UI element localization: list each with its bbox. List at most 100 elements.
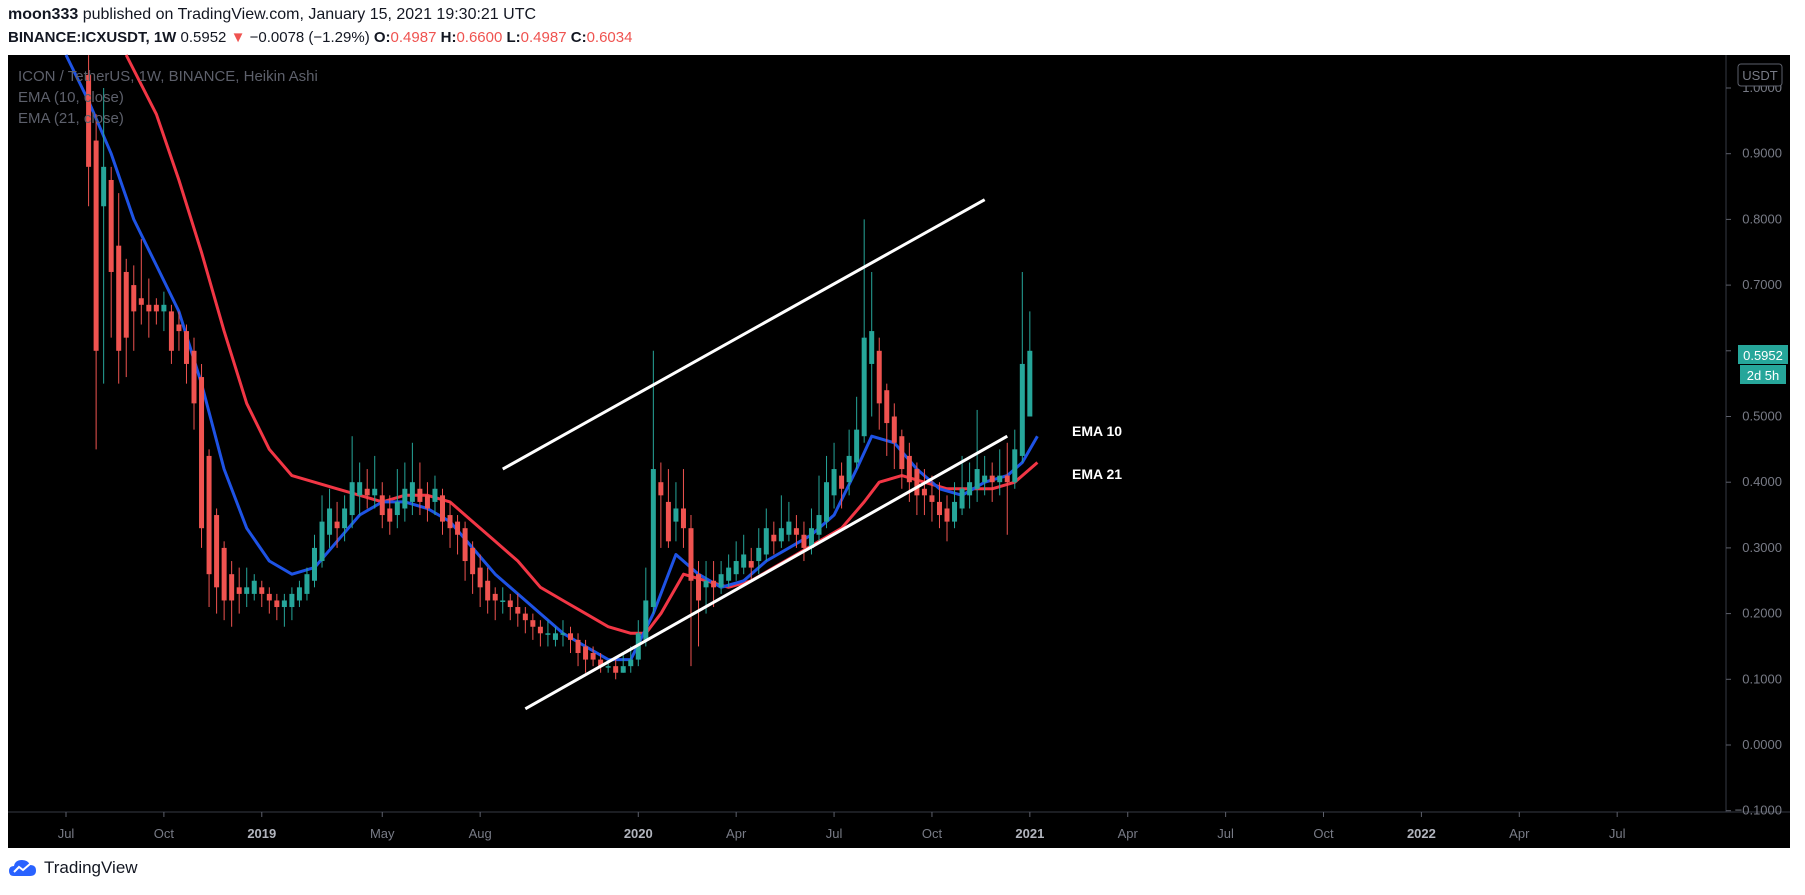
tradingview-cloud-icon bbox=[9, 860, 36, 876]
candle-body bbox=[470, 547, 476, 575]
candle-body bbox=[108, 179, 114, 272]
candle-body bbox=[492, 593, 498, 601]
candle bbox=[839, 462, 845, 509]
candle bbox=[801, 521, 807, 562]
candle-body bbox=[146, 304, 152, 312]
candle bbox=[251, 574, 257, 601]
candle-body bbox=[914, 469, 920, 496]
last-price-marker: 0.5952 2d 5h bbox=[1738, 345, 1788, 384]
countdown-badge bbox=[1740, 365, 1786, 384]
candle bbox=[748, 547, 754, 581]
symbol-name: BINANCE:ICXUSDT, 1W bbox=[8, 29, 177, 46]
price-tick-label: 0.1000 bbox=[1742, 671, 1782, 686]
candle-body bbox=[229, 574, 235, 601]
candle bbox=[884, 383, 890, 456]
candle-body bbox=[1004, 475, 1010, 483]
time-tick-label: Oct bbox=[922, 826, 943, 841]
time-tick-label: Apr bbox=[726, 826, 747, 841]
candle bbox=[831, 442, 837, 509]
candle-body bbox=[733, 561, 739, 575]
candle-body bbox=[967, 482, 973, 496]
last-price-badge bbox=[1738, 345, 1788, 364]
candle-body bbox=[138, 298, 144, 305]
tradingview-logo[interactable]: TradingView bbox=[8, 858, 138, 878]
candle-body bbox=[643, 600, 649, 640]
candle-body bbox=[959, 488, 965, 509]
candle bbox=[575, 633, 581, 667]
time-tick-label: 2022 bbox=[1407, 826, 1436, 841]
last-price-badge-text: 0.5952 bbox=[1743, 348, 1783, 363]
candle bbox=[552, 626, 558, 647]
candle bbox=[680, 469, 686, 548]
candle-body bbox=[1019, 363, 1025, 456]
candle-body bbox=[537, 626, 543, 634]
candle-body bbox=[839, 475, 845, 489]
candle-body bbox=[997, 475, 1003, 483]
candle-body bbox=[522, 613, 528, 621]
candle-body bbox=[387, 508, 393, 522]
price-axis[interactable]: 1.00000.90000.80000.70000.60000.50000.40… bbox=[1726, 80, 1782, 818]
candle bbox=[590, 646, 596, 667]
candle bbox=[327, 488, 333, 548]
candle-body bbox=[462, 528, 468, 562]
candle-body bbox=[183, 331, 189, 364]
candle bbox=[409, 442, 415, 516]
candle bbox=[763, 508, 769, 562]
candle-body bbox=[816, 515, 822, 535]
candle bbox=[485, 567, 491, 614]
candle bbox=[598, 653, 604, 673]
candle-body bbox=[304, 574, 310, 594]
candle bbox=[432, 475, 438, 516]
price-tick-label: 0.4000 bbox=[1742, 474, 1782, 489]
channel-lower-line[interactable] bbox=[524, 434, 1008, 711]
candle bbox=[771, 521, 777, 555]
candle bbox=[982, 455, 988, 496]
candle-body bbox=[748, 561, 754, 568]
time-tick-label: 2019 bbox=[247, 826, 276, 841]
low-value: 0.4987 bbox=[520, 29, 567, 46]
candle-body bbox=[259, 587, 265, 594]
currency-box[interactable] bbox=[1737, 63, 1783, 87]
close-value: 0.6034 bbox=[586, 29, 633, 46]
price-tick-label: 0.2000 bbox=[1742, 606, 1782, 621]
candle bbox=[537, 620, 543, 647]
candle-body bbox=[891, 416, 897, 443]
candle-body bbox=[974, 469, 980, 489]
candle-body bbox=[372, 488, 378, 496]
candle bbox=[929, 475, 935, 522]
author-name[interactable]: moon333 bbox=[8, 6, 79, 23]
candle bbox=[161, 291, 167, 332]
candle bbox=[492, 587, 498, 621]
chart-background bbox=[8, 55, 1790, 848]
candle bbox=[206, 449, 212, 608]
candle bbox=[974, 409, 980, 502]
publish-text: published on TradingView.com, January 15… bbox=[82, 6, 537, 23]
candle-body bbox=[801, 534, 807, 548]
candle bbox=[560, 620, 566, 647]
candle-body bbox=[718, 574, 724, 588]
publish-info: moon333 published on TradingView.com, Ja… bbox=[8, 6, 536, 24]
candle-body bbox=[1012, 449, 1018, 483]
time-tick-label: Apr bbox=[1509, 826, 1530, 841]
open-label: O: bbox=[373, 29, 391, 46]
candle bbox=[274, 593, 280, 621]
channel-upper-line[interactable] bbox=[502, 198, 986, 471]
candle-body bbox=[379, 495, 385, 516]
candle bbox=[281, 593, 287, 627]
time-tick-label: Jul bbox=[1217, 826, 1234, 841]
candle bbox=[613, 659, 619, 680]
candle-body bbox=[771, 534, 777, 542]
candle-body bbox=[364, 488, 370, 496]
time-tick-label: Oct bbox=[154, 826, 175, 841]
candle bbox=[507, 593, 513, 621]
candle-body bbox=[696, 574, 702, 601]
candle-body bbox=[726, 567, 732, 581]
candle bbox=[176, 311, 182, 351]
candle-body bbox=[424, 495, 430, 509]
time-axis[interactable]: Jul Oct 2019 May Aug 2020 Apr Jul Oct 2021 Apr Jul O… bbox=[58, 812, 1626, 841]
price-tick-label: −0.1000 bbox=[1735, 803, 1782, 818]
price-tick-label: 0.3000 bbox=[1742, 540, 1782, 555]
candle-body bbox=[929, 495, 935, 502]
candle bbox=[568, 626, 574, 654]
